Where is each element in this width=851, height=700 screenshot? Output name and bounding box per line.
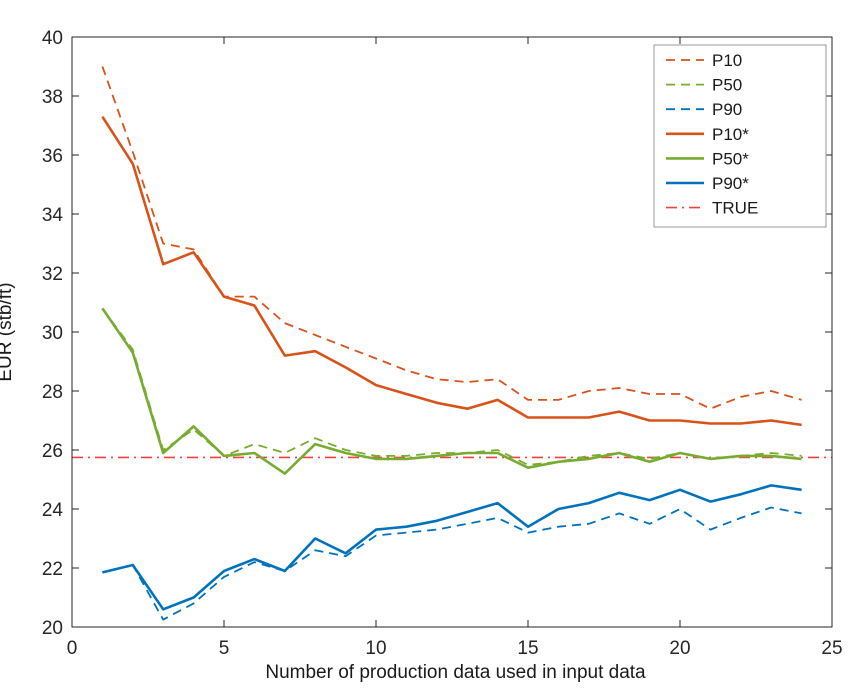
series-lines	[72, 66, 832, 621]
y-tick-label: 30	[42, 323, 63, 344]
y-tick-label: 32	[42, 264, 63, 285]
y-tick-label: 38	[42, 87, 63, 108]
legend: P10 P50 P90 P10* P50* P90* TRUE	[653, 44, 827, 228]
series-p10-star	[101, 115, 802, 427]
y-tick-label: 22	[42, 559, 63, 580]
y-tick-label: 24	[42, 500, 64, 521]
x-tick-label: 20	[669, 638, 690, 659]
y-tick-label: 36	[42, 146, 63, 167]
legend-entry-label: P50*	[712, 149, 749, 168]
legend-entry-label: P10*	[712, 125, 749, 144]
tick-labels: 0 5 10 15 20 25 20 22 24 26 28 30 32 34 36 38 40	[42, 28, 843, 659]
x-tick-label: 10	[365, 638, 386, 659]
y-tick-label: 20	[42, 618, 63, 639]
legend-entry-label: P90	[712, 100, 742, 119]
legend-entry-label: P50	[712, 76, 742, 95]
legend-entry-label: P90*	[712, 174, 749, 193]
y-tick-label: 28	[42, 382, 63, 403]
x-tick-label: 25	[821, 638, 842, 659]
series-p90-star	[102, 484, 802, 611]
series-p50-star	[101, 307, 802, 475]
axes-box	[71, 36, 833, 628]
y-tick-label: 34	[42, 205, 64, 226]
series-p90	[102, 506, 802, 621]
y-axis-label: EUR (stb/ft)	[0, 282, 16, 382]
legend-box	[653, 44, 827, 228]
y-tick-label: 26	[42, 441, 63, 462]
x-tick-label: 0	[67, 638, 78, 659]
legend-entry-label: TRUE	[712, 199, 758, 218]
legend-entry-label: P10	[712, 51, 742, 70]
x-axis-label: Number of production data used in input …	[265, 662, 646, 683]
y-tick-label: 40	[42, 28, 63, 49]
x-tick-label: 15	[517, 638, 538, 659]
x-tick-label: 5	[219, 638, 230, 659]
